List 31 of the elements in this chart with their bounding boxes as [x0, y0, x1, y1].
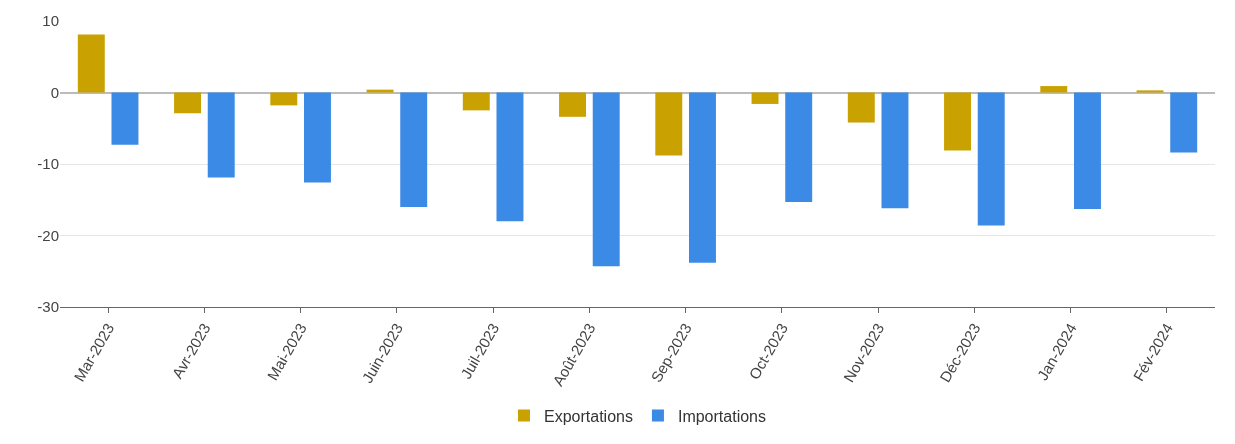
bar [400, 92, 428, 207]
bar [559, 92, 587, 117]
bar [977, 92, 1005, 226]
bar [592, 92, 620, 267]
y-tick-label: -10 [37, 155, 59, 173]
legend-label: Importations [677, 407, 766, 425]
bar [1073, 92, 1101, 210]
bar [303, 92, 331, 183]
bar [462, 92, 490, 111]
bar [785, 92, 813, 202]
legend-label: Exportations [544, 407, 633, 425]
bar [174, 92, 202, 114]
bar [944, 92, 972, 151]
bar [1136, 90, 1164, 93]
bar [847, 92, 875, 123]
y-tick-label: -30 [37, 298, 59, 316]
y-tick-label: 0 [50, 83, 59, 101]
bar [688, 92, 716, 263]
bar [77, 34, 105, 93]
bar [207, 92, 235, 178]
bar [881, 92, 909, 209]
bar [1040, 86, 1068, 93]
bar [111, 92, 139, 145]
bar [751, 92, 779, 104]
bar [366, 89, 394, 93]
bar [1170, 92, 1198, 153]
y-tick-label: 10 [42, 12, 59, 30]
bar [270, 92, 298, 106]
y-tick-label: -20 [37, 226, 59, 244]
bar [655, 92, 683, 156]
bar [496, 92, 524, 222]
